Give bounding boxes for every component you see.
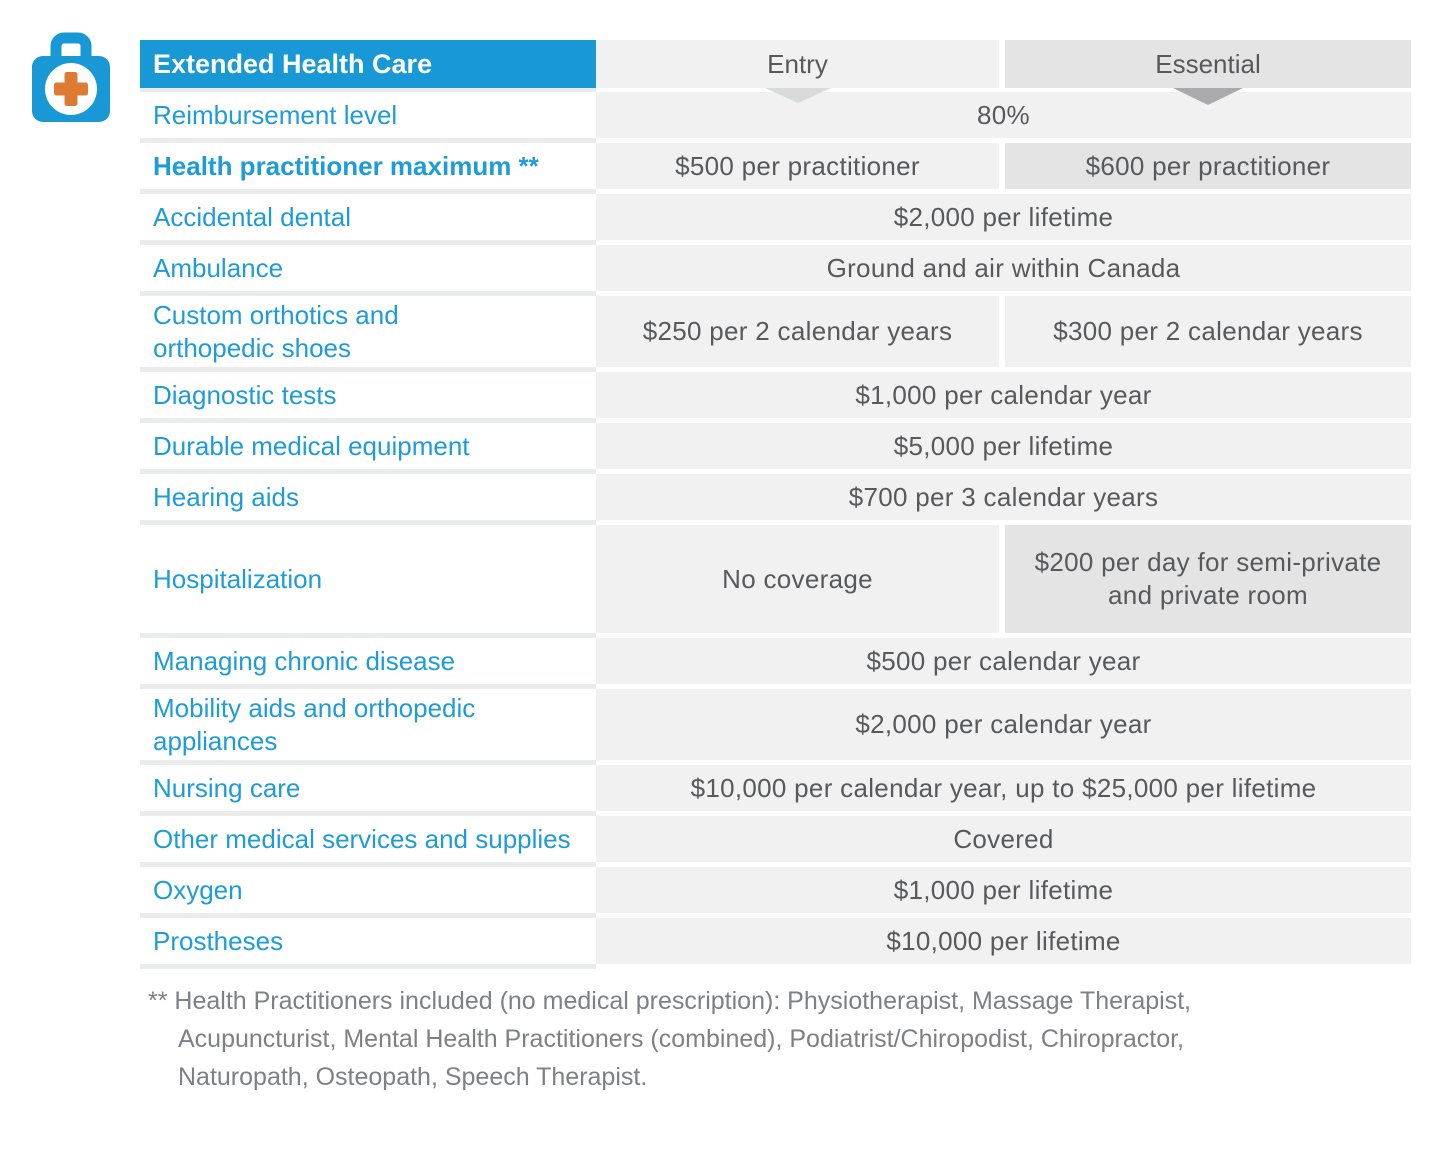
essential-down-arrow-icon [1173,88,1243,105]
table-header-row: Extended Health Care Entry Essential [140,40,1411,105]
row-value-merged: $1,000 per calendar year [596,372,1411,423]
row-label: Durable medical equipment [140,423,596,474]
row-label: Reimbursement level [140,92,596,143]
column-header-entry-label: Entry [767,48,828,79]
table-row: Mobility aids and orthopedic appliances … [140,689,1411,765]
row-value-essential: $300 per 2 calendar years [1005,296,1411,372]
table-title: Extended Health Care [140,40,596,92]
entry-down-arrow-icon [764,88,831,103]
row-value-merged: Ground and air within Canada [596,245,1411,296]
row-label: Accidental dental [140,194,596,245]
table-row: Reimbursement level 80% [140,92,1411,143]
table-row: Diagnostic tests $1,000 per calendar yea… [140,372,1411,423]
table-row: Ambulance Ground and air within Canada [140,245,1411,296]
row-label: Hospitalization [140,525,596,638]
table-row: Oxygen $1,000 per lifetime [140,867,1411,918]
column-header-essential: Essential [1005,40,1411,105]
row-label: Nursing care [140,765,596,816]
row-label: Oxygen [140,867,596,918]
row-value-merged: $2,000 per calendar year [596,689,1411,765]
row-value-merged: $700 per 3 calendar years [596,474,1411,525]
row-value-merged: Covered [596,816,1411,867]
row-label: Diagnostic tests [140,372,596,423]
row-value-merged: $5,000 per lifetime [596,423,1411,474]
table-row: Hearing aids $700 per 3 calendar years [140,474,1411,525]
table-row: Custom orthotics and orthopedic shoes $2… [140,296,1411,372]
row-value-merged: 80% [596,92,1411,143]
table-row: Nursing care $10,000 per calendar year, … [140,765,1411,816]
row-label: Other medical services and supplies [140,816,596,867]
table-row: Health practitioner maximum ** $500 per … [140,143,1411,194]
footnote: ** Health Practitioners included (no med… [148,987,1192,1091]
table-row: Accidental dental $2,000 per lifetime [140,194,1411,245]
row-label: Mobility aids and orthopedic appliances [140,689,596,765]
row-label: Ambulance [140,245,596,296]
row-label: Prostheses [140,918,596,969]
row-value-merged: $10,000 per calendar year, up to $25,000… [596,765,1411,816]
row-value-essential: $200 per day for semi-private and privat… [1005,525,1411,638]
row-label: Health practitioner maximum ** [140,143,596,194]
table-row: Other medical services and supplies Cove… [140,816,1411,867]
row-value-entry: $500 per practitioner [596,143,999,194]
row-label: Managing chronic disease [140,638,596,689]
cross-horizontal [54,82,88,96]
row-value-merged: $1,000 per lifetime [596,867,1411,918]
row-label: Custom orthotics and orthopedic shoes [140,296,596,372]
row-value-merged: $10,000 per lifetime [596,918,1411,969]
table-rows: Reimbursement level 80% Health practitio… [140,92,1411,969]
row-value-merged: $2,000 per lifetime [596,194,1411,245]
table-row: Prostheses $10,000 per lifetime [140,918,1411,969]
benefits-table: Extended Health Care Entry Essential Rei… [140,40,1411,969]
row-value-merged: $500 per calendar year [596,638,1411,689]
row-value-entry: No coverage [596,525,999,638]
column-header-entry: Entry [596,40,999,103]
table-row: Managing chronic disease $500 per calend… [140,638,1411,689]
row-label: Hearing aids [140,474,596,525]
first-aid-kit-icon [32,32,110,122]
row-value-essential: $600 per practitioner [1005,143,1411,194]
row-value-entry: $250 per 2 calendar years [596,296,999,372]
table-row: Hospitalization No coverage $200 per day… [140,525,1411,638]
column-header-essential-label: Essential [1155,48,1261,79]
table-row: Durable medical equipment $5,000 per lif… [140,423,1411,474]
